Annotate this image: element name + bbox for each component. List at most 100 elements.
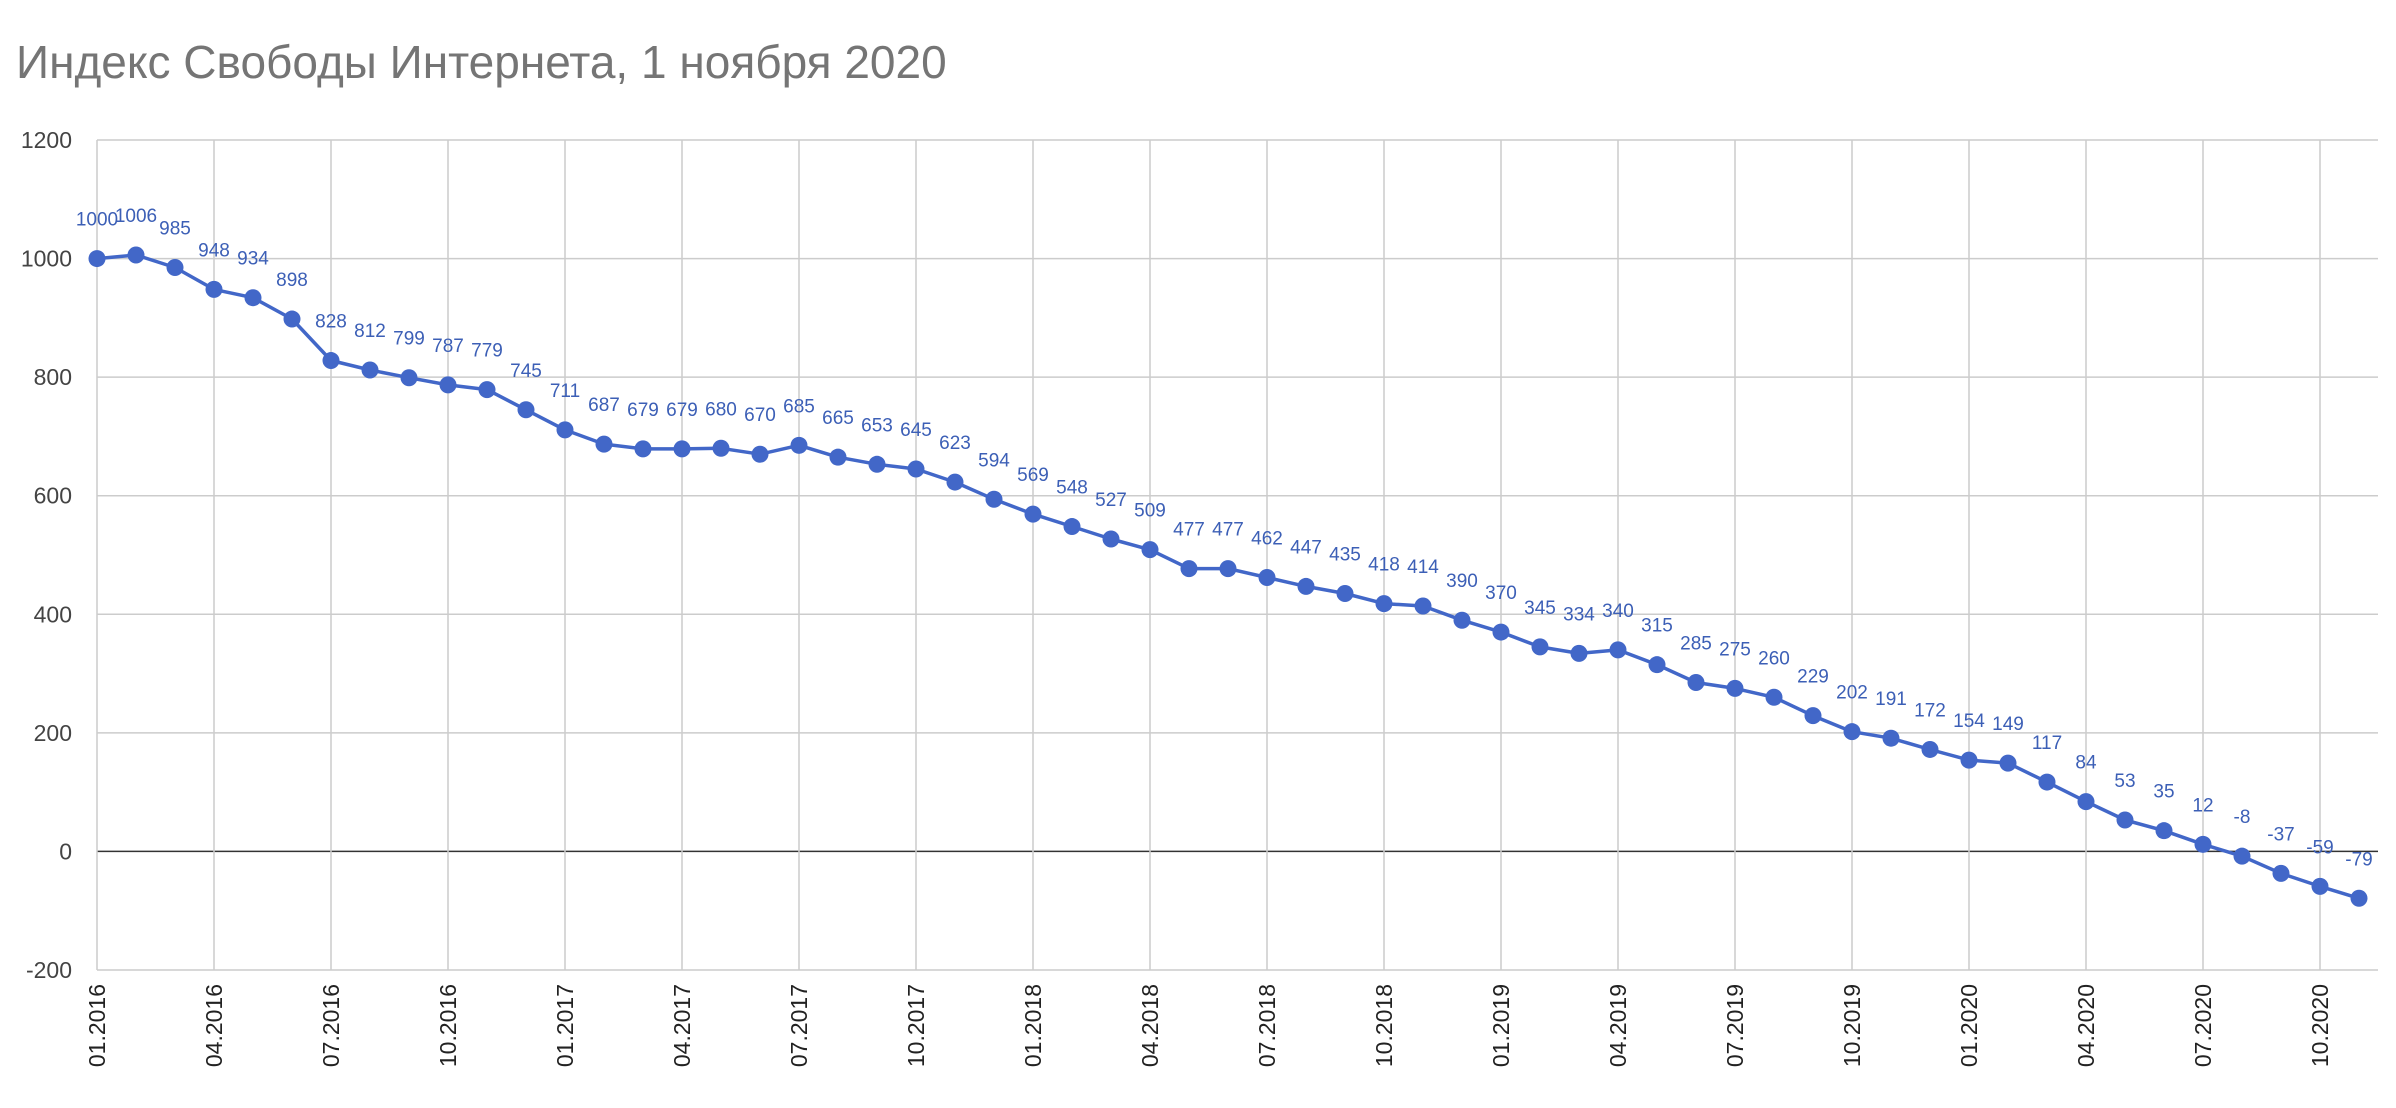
data-point xyxy=(907,460,925,478)
data-point xyxy=(1687,673,1705,691)
data-point xyxy=(1492,623,1510,641)
data-point xyxy=(439,376,457,394)
x-tick-label: 04.2017 xyxy=(669,984,695,1067)
data-label: 447 xyxy=(1290,537,1322,558)
data-label: 260 xyxy=(1758,648,1790,669)
data-point xyxy=(1570,644,1588,662)
data-point xyxy=(790,436,808,454)
data-point xyxy=(2311,877,2329,895)
data-point xyxy=(2155,822,2173,840)
x-tick-label: 01.2016 xyxy=(84,984,110,1067)
x-tick-label: 10.2018 xyxy=(1371,984,1397,1067)
x-tick-label: 04.2018 xyxy=(1137,984,1163,1067)
data-label: 934 xyxy=(237,249,269,270)
data-label: 418 xyxy=(1368,555,1400,576)
data-point xyxy=(1804,707,1822,725)
data-label: 35 xyxy=(2153,782,2174,803)
x-tick-label: 07.2019 xyxy=(1722,984,1748,1067)
data-point xyxy=(2077,793,2095,811)
data-point xyxy=(166,258,184,276)
data-label: 679 xyxy=(666,400,698,421)
data-point xyxy=(2116,811,2134,829)
data-label: 711 xyxy=(550,381,580,402)
data-label: 53 xyxy=(2114,771,2135,792)
x-tick-label: 04.2019 xyxy=(1605,984,1631,1067)
data-label: 1000 xyxy=(76,210,118,231)
y-tick-label: 400 xyxy=(34,601,72,627)
data-point xyxy=(244,289,262,307)
data-label: 670 xyxy=(744,405,776,426)
data-point xyxy=(322,352,340,370)
data-point xyxy=(1531,638,1549,656)
x-tick-label: 10.2017 xyxy=(903,984,929,1067)
data-label: 569 xyxy=(1017,465,1049,486)
data-point xyxy=(1141,541,1159,559)
grid xyxy=(96,139,2378,971)
data-point xyxy=(88,250,106,268)
data-point xyxy=(1297,577,1315,595)
y-tick-label: 1200 xyxy=(21,127,72,153)
data-point xyxy=(712,439,730,457)
x-tick-label: 07.2020 xyxy=(2190,984,2216,1067)
y-tick-label: 1000 xyxy=(21,246,72,272)
data-label: 191 xyxy=(1875,689,1907,710)
data-label: 12 xyxy=(2192,795,2213,816)
data-point xyxy=(751,445,769,463)
data-point xyxy=(1999,754,2017,772)
data-point xyxy=(1609,641,1627,659)
data-point xyxy=(1219,560,1237,578)
data-label: 779 xyxy=(471,341,503,362)
data-point xyxy=(829,448,847,466)
data-label: 948 xyxy=(198,240,230,261)
data-label: 645 xyxy=(900,420,932,441)
data-point xyxy=(205,280,223,298)
data-label: 117 xyxy=(2032,733,2062,754)
data-point xyxy=(478,381,496,399)
data-label: 340 xyxy=(1602,601,1634,622)
data-point xyxy=(1258,569,1276,587)
chart-title: Индекс Свободы Интернета, 1 ноября 2020 xyxy=(16,36,947,88)
y-tick-label: 0 xyxy=(59,838,72,864)
x-tick-label: 01.2017 xyxy=(552,984,578,1067)
data-label: 334 xyxy=(1563,604,1595,625)
data-point xyxy=(1375,595,1393,613)
data-point xyxy=(283,310,301,328)
y-tick-label: -200 xyxy=(26,957,72,983)
data-label: 665 xyxy=(822,408,854,429)
data-label: 1006 xyxy=(115,206,157,227)
data-point xyxy=(2194,835,2212,853)
y-tick-label: 800 xyxy=(34,364,72,390)
x-axis: 01.2016 04.2016 07.2016 10.2016 01.2017 04.20… xyxy=(84,984,2333,1067)
data-label: 202 xyxy=(1836,683,1868,704)
series xyxy=(88,246,2368,907)
data-label: 685 xyxy=(783,396,815,417)
data-label: 435 xyxy=(1329,545,1361,566)
data-point xyxy=(2350,889,2368,907)
data-label: -59 xyxy=(2306,837,2333,858)
data-label: 509 xyxy=(1134,501,1166,522)
data-label: 154 xyxy=(1953,711,1985,732)
data-label: 653 xyxy=(861,415,893,436)
data-label: 745 xyxy=(510,361,542,382)
data-point xyxy=(127,246,145,264)
data-label: 275 xyxy=(1719,639,1751,660)
data-point xyxy=(868,455,886,473)
data-label: 812 xyxy=(354,321,386,342)
x-tick-label: 04.2020 xyxy=(2073,984,2099,1067)
data-label: 594 xyxy=(978,450,1010,471)
data-point xyxy=(1921,740,1939,758)
x-tick-label: 10.2016 xyxy=(435,984,461,1067)
x-tick-label: 01.2018 xyxy=(1020,984,1046,1067)
data-point xyxy=(1336,585,1354,603)
data-label: 623 xyxy=(939,433,971,454)
data-label: -37 xyxy=(2267,824,2294,845)
data-point xyxy=(1726,679,1744,697)
data-point xyxy=(556,421,574,439)
data-label: 285 xyxy=(1680,633,1712,654)
data-point xyxy=(2272,864,2290,882)
data-label: 477 xyxy=(1173,520,1205,541)
data-label: 229 xyxy=(1797,667,1829,688)
data-label: 477 xyxy=(1212,520,1244,541)
